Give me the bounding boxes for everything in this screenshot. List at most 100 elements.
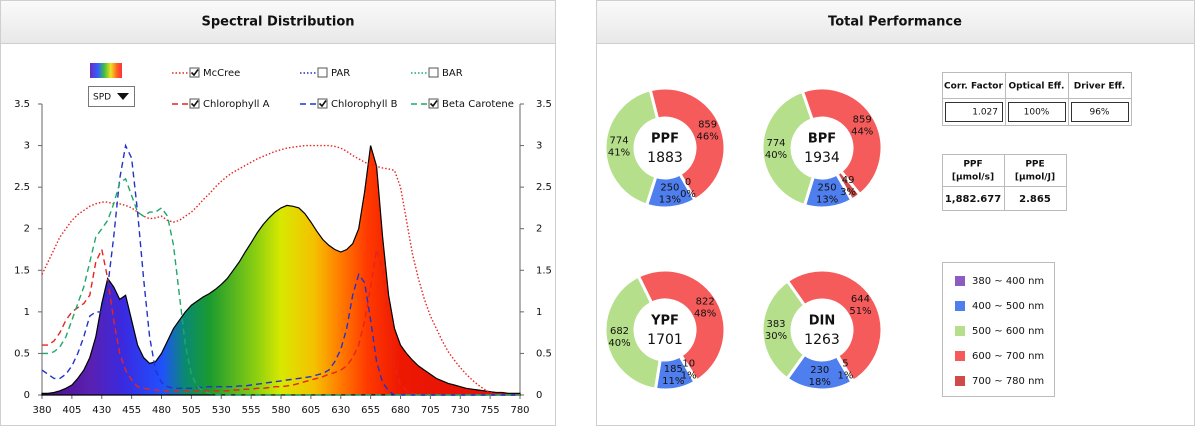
segment-value: 49 — [842, 175, 855, 186]
segment-value: 0 — [685, 177, 691, 188]
segment-value: 822 — [696, 297, 715, 308]
segment-value: 644 — [851, 294, 870, 305]
table-header: Corr. Factor — [944, 82, 1003, 92]
x-tick-label: 780 — [510, 405, 529, 416]
donut-segment — [834, 169, 862, 203]
legend-swatch — [955, 351, 965, 361]
table-cell — [942, 186, 1005, 211]
checkbox[interactable] — [428, 98, 439, 109]
donut-segment — [648, 86, 727, 203]
y2-tick-label: 3 — [536, 141, 542, 152]
segment-value: 5 — [842, 359, 848, 370]
x-tick-label: 380 — [32, 405, 51, 416]
checkbox[interactable] — [189, 67, 200, 78]
checkbox[interactable] — [189, 98, 200, 109]
segment-percent: 51% — [849, 306, 871, 317]
segment-percent: 3% — [840, 187, 856, 198]
y-tick-label: 1.5 — [14, 265, 30, 276]
segment-percent: 1% — [681, 370, 697, 381]
y2-tick-label: 3.5 — [536, 99, 552, 110]
table-header: Driver Eff. — [1074, 82, 1125, 92]
checkbox[interactable] — [317, 98, 328, 109]
segment-value: 774 — [766, 138, 785, 149]
dropdown-arrow — [117, 93, 129, 100]
segment-percent: 41% — [608, 148, 630, 159]
legend-swatch — [955, 276, 965, 286]
donut-total: 1883 — [647, 150, 683, 166]
check-mark — [190, 69, 199, 77]
donut-segment — [603, 88, 660, 208]
legend-label: Chlorophyll B — [331, 99, 398, 110]
x-tick-label: 730 — [451, 405, 470, 416]
segment-value: 383 — [766, 319, 785, 330]
legend-label: BAR — [442, 68, 463, 79]
legend-label: Beta Carotene — [442, 99, 514, 110]
segment-value: 250 — [660, 183, 679, 194]
x-tick-label: 430 — [92, 405, 111, 416]
segment-value: 10 — [682, 358, 695, 369]
table-value: 96% — [1089, 108, 1109, 118]
color-swatch[interactable] — [90, 63, 122, 78]
donut-total: 1263 — [804, 332, 840, 348]
dropdown-value: SPD — [93, 93, 111, 103]
x-tick-label: 605 — [301, 405, 320, 416]
table-header: [μmol/J] — [1015, 173, 1055, 183]
donut-segment — [760, 89, 816, 208]
input-box[interactable] — [945, 102, 1003, 122]
legend-label: Chlorophyll A — [203, 99, 270, 110]
table-header-cell — [942, 154, 1005, 187]
spd-area — [41, 145, 521, 396]
checkbox[interactable] — [428, 67, 439, 78]
right-header — [596, 0, 1195, 44]
checkbox[interactable] — [317, 67, 328, 78]
segment-value: 682 — [610, 326, 629, 337]
segment-value: 185 — [664, 364, 683, 375]
legend-label: 500 ~ 600 nm — [972, 326, 1044, 337]
y-tick-label: 1 — [24, 307, 30, 318]
left-header — [0, 0, 556, 44]
table-header-cell — [942, 72, 1006, 99]
x-tick-label: 580 — [271, 405, 290, 416]
donut-label: BPF — [808, 132, 836, 147]
segment-value: 774 — [609, 136, 628, 147]
y2-tick-label: 2.5 — [536, 182, 552, 193]
table-header: PPF — [963, 160, 982, 170]
segment-percent: 13% — [816, 195, 838, 206]
x-tick-label: 480 — [152, 405, 171, 416]
donut-total: 1934 — [804, 150, 840, 166]
donut-total: 1701 — [647, 332, 683, 348]
panel-title: Total Performance — [828, 15, 962, 30]
segment-percent: 40% — [608, 338, 630, 349]
y-tick-label: 3 — [24, 141, 30, 152]
check-mark — [429, 100, 438, 108]
x-tick-label: 530 — [212, 405, 231, 416]
table-value: 1,882.677 — [945, 194, 1001, 205]
x-tick-label: 705 — [421, 405, 440, 416]
y-tick-label: 2 — [24, 224, 30, 235]
input-box[interactable] — [1008, 102, 1066, 122]
segment-percent: 48% — [694, 309, 716, 320]
table-value: 2.865 — [1019, 194, 1051, 205]
donut-label: DIN — [809, 314, 836, 329]
segment-percent: 11% — [662, 376, 684, 387]
x-tick-label: 555 — [242, 405, 261, 416]
series-line — [41, 144, 520, 396]
y-tick-label: 0 — [24, 390, 30, 401]
input-box[interactable] — [1071, 102, 1129, 122]
legend-label: 600 ~ 700 nm — [972, 351, 1044, 362]
segment-value: 859 — [698, 120, 717, 131]
segment-percent: 40% — [765, 150, 787, 161]
legend-label: PAR — [331, 68, 350, 79]
table-value: 100% — [1024, 108, 1050, 118]
panel-title: Spectral Distribution — [201, 15, 354, 30]
donut-segment — [800, 86, 884, 197]
segment-percent: 30% — [765, 331, 787, 342]
legend-swatch — [955, 326, 965, 336]
y2-tick-label: 0 — [536, 390, 542, 401]
dropdown[interactable] — [88, 86, 135, 107]
series-line — [42, 177, 520, 396]
y2-tick-label: 1.5 — [536, 265, 552, 276]
table-value: 1.027 — [972, 108, 998, 118]
donut-segment — [677, 353, 699, 385]
x-tick-label: 655 — [361, 405, 380, 416]
